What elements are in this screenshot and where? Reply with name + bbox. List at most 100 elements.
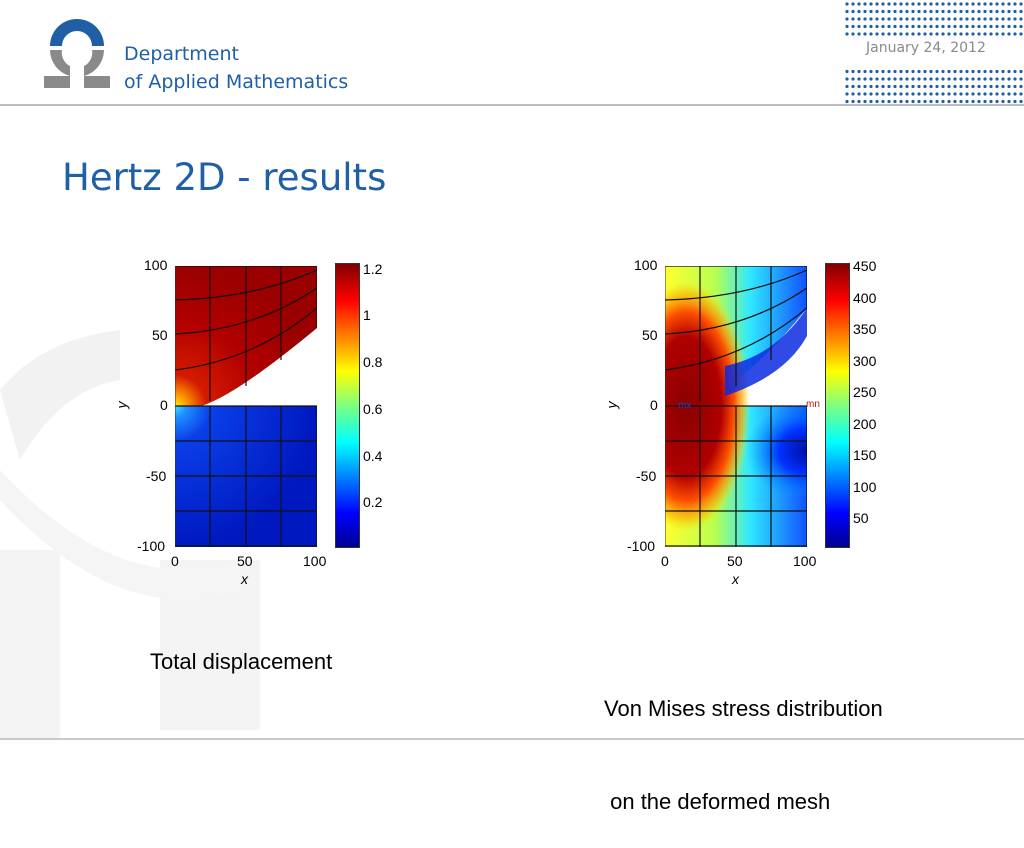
pattern-dot [941, 99, 945, 104]
pattern-dot [875, 69, 879, 74]
pattern-dot [953, 17, 957, 21]
pattern-dot [905, 92, 909, 96]
pattern-dot [905, 17, 909, 21]
pattern-dot [947, 84, 951, 89]
pattern-dot [1007, 32, 1011, 36]
pattern-dot [941, 92, 945, 96]
pattern-dot [851, 2, 855, 6]
pattern-dot [905, 77, 909, 81]
pattern-dot [959, 77, 963, 81]
pattern-dot [893, 24, 897, 29]
pattern-dot [929, 32, 933, 36]
pattern-dot [905, 99, 909, 104]
pattern-dot [899, 99, 903, 104]
department-name: Department of Applied Mathematics [124, 40, 348, 96]
pattern-dot [869, 77, 873, 81]
pattern-dot [911, 24, 915, 29]
fig1-ytick-0: 0 [160, 397, 168, 413]
pattern-dot [1001, 77, 1005, 81]
pattern-dot [899, 9, 903, 14]
pattern-dot [941, 24, 945, 29]
pattern-dot [881, 77, 885, 81]
pattern-dot [1013, 77, 1017, 81]
pattern-dot [869, 32, 873, 36]
pattern-dot [875, 24, 879, 29]
pattern-dot [977, 84, 981, 89]
pattern-dot [869, 2, 873, 6]
pattern-dot [989, 69, 993, 74]
pattern-dot [959, 69, 963, 74]
fig2-cbar-tick-300: 300 [853, 353, 877, 369]
pattern-dot [887, 17, 891, 21]
pattern-dot [1013, 17, 1017, 21]
pattern-dot [947, 32, 951, 36]
pattern-dot [923, 2, 927, 6]
pattern-dot [845, 9, 849, 14]
pattern-dot [875, 2, 879, 6]
fig1-xtick-0: 0 [171, 553, 179, 569]
pattern-dot [977, 17, 981, 21]
pattern-dot [983, 2, 987, 6]
fig2-ytick-m50: -50 [636, 468, 657, 484]
fig1-ytick-50: 50 [152, 327, 168, 343]
pattern-dot [857, 92, 861, 96]
pattern-dot [845, 17, 849, 21]
pattern-dot [881, 9, 885, 14]
pattern-dot [857, 2, 861, 6]
pattern-dot [947, 92, 951, 96]
pattern-dot [1019, 99, 1023, 104]
pattern-dot [875, 92, 879, 96]
pattern-dot [941, 69, 945, 74]
pattern-dot [905, 32, 909, 36]
pattern-dot [917, 92, 921, 96]
fig1-cbar-tick-0.4: 0.4 [363, 448, 383, 464]
fig2-cbar-tick-350: 350 [853, 321, 877, 337]
pattern-dot [971, 77, 975, 81]
department-name-line1: Department [124, 43, 239, 65]
pattern-dot [863, 84, 867, 89]
pattern-dot [959, 32, 963, 36]
pattern-dot [857, 32, 861, 36]
pattern-dot [935, 24, 939, 29]
pattern-dot [899, 92, 903, 96]
pattern-dot [887, 92, 891, 96]
pattern-dot [923, 24, 927, 29]
pattern-dot [923, 99, 927, 104]
pattern-dot [1019, 69, 1023, 74]
pattern-dot [929, 2, 933, 6]
pattern-dot [863, 24, 867, 29]
pattern-dot [863, 77, 867, 81]
pattern-dot [989, 2, 993, 6]
pattern-dot [935, 17, 939, 21]
pattern-dot [989, 84, 993, 89]
pattern-dot [965, 32, 969, 36]
pattern-dot [905, 24, 909, 29]
stress-max-marker: mx [678, 400, 692, 411]
pattern-dot [845, 32, 849, 36]
pattern-dot [977, 99, 981, 104]
fig1-cbar-tick-1: 1 [363, 307, 371, 323]
pattern-dot [947, 2, 951, 6]
pattern-dot [923, 92, 927, 96]
pattern-dot [869, 99, 873, 104]
pattern-dot [875, 77, 879, 81]
pattern-dot [881, 69, 885, 74]
pattern-dot [977, 24, 981, 29]
pattern-dot [863, 92, 867, 96]
pattern-dot [911, 32, 915, 36]
pattern-dot [851, 32, 855, 36]
pattern-dot [1007, 24, 1011, 29]
pattern-dot [881, 99, 885, 104]
pattern-dot [983, 77, 987, 81]
pattern-dot [995, 69, 999, 74]
fig2-cbar-tick-200: 200 [853, 416, 877, 432]
fig2-xtick-100: 100 [793, 553, 817, 569]
fig2-cbar-tick-50: 50 [853, 510, 869, 526]
pattern-dot [851, 69, 855, 74]
pattern-dot [995, 2, 999, 6]
pattern-dot [845, 84, 849, 89]
pattern-dot [1013, 32, 1017, 36]
pattern-dot [941, 77, 945, 81]
pattern-dot [935, 84, 939, 89]
fig1-cbar-tick-0.2: 0.2 [363, 494, 383, 510]
